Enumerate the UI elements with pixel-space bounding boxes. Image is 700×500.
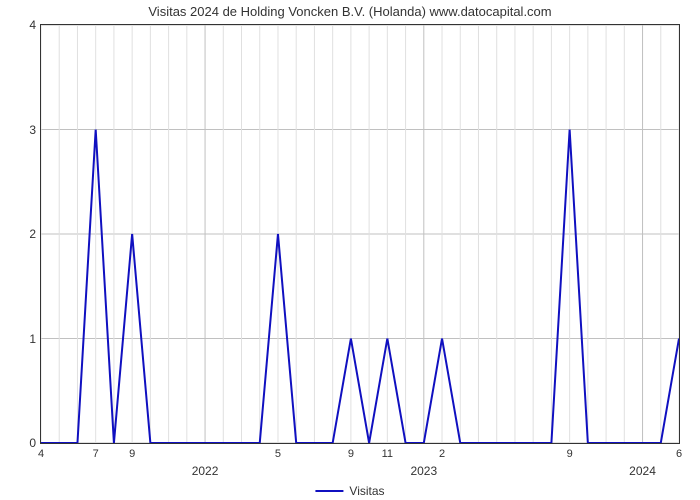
x-tick-minor-label: 9 <box>567 448 573 460</box>
legend-swatch <box>315 490 343 492</box>
chart-title: Visitas 2024 de Holding Voncken B.V. (Ho… <box>0 4 700 19</box>
x-tick-minor-label: 2 <box>439 448 445 460</box>
x-tick-minor-label: 7 <box>93 448 99 460</box>
x-tick-minor-label: 11 <box>382 448 393 460</box>
x-tick-minor-label: 6 <box>676 448 682 460</box>
x-tick-minor-label: 9 <box>348 448 354 460</box>
line-chart: Visitas 2024 de Holding Voncken B.V. (Ho… <box>0 0 700 500</box>
x-tick-minor-label: 4 <box>38 448 44 460</box>
y-tick-label: 1 <box>6 332 36 346</box>
y-tick-label: 2 <box>6 227 36 241</box>
plot-area <box>40 24 680 444</box>
y-tick-label: 3 <box>6 123 36 137</box>
legend: Visitas <box>315 484 384 498</box>
plot-svg <box>41 25 679 443</box>
x-tick-major-label: 2024 <box>629 464 656 478</box>
x-tick-minor-label: 5 <box>275 448 281 460</box>
x-tick-minor-label: 9 <box>129 448 135 460</box>
x-tick-major-label: 2022 <box>192 464 219 478</box>
y-tick-label: 4 <box>6 18 36 32</box>
legend-label: Visitas <box>349 484 384 498</box>
y-tick-label: 0 <box>6 436 36 450</box>
x-tick-major-label: 2023 <box>410 464 437 478</box>
